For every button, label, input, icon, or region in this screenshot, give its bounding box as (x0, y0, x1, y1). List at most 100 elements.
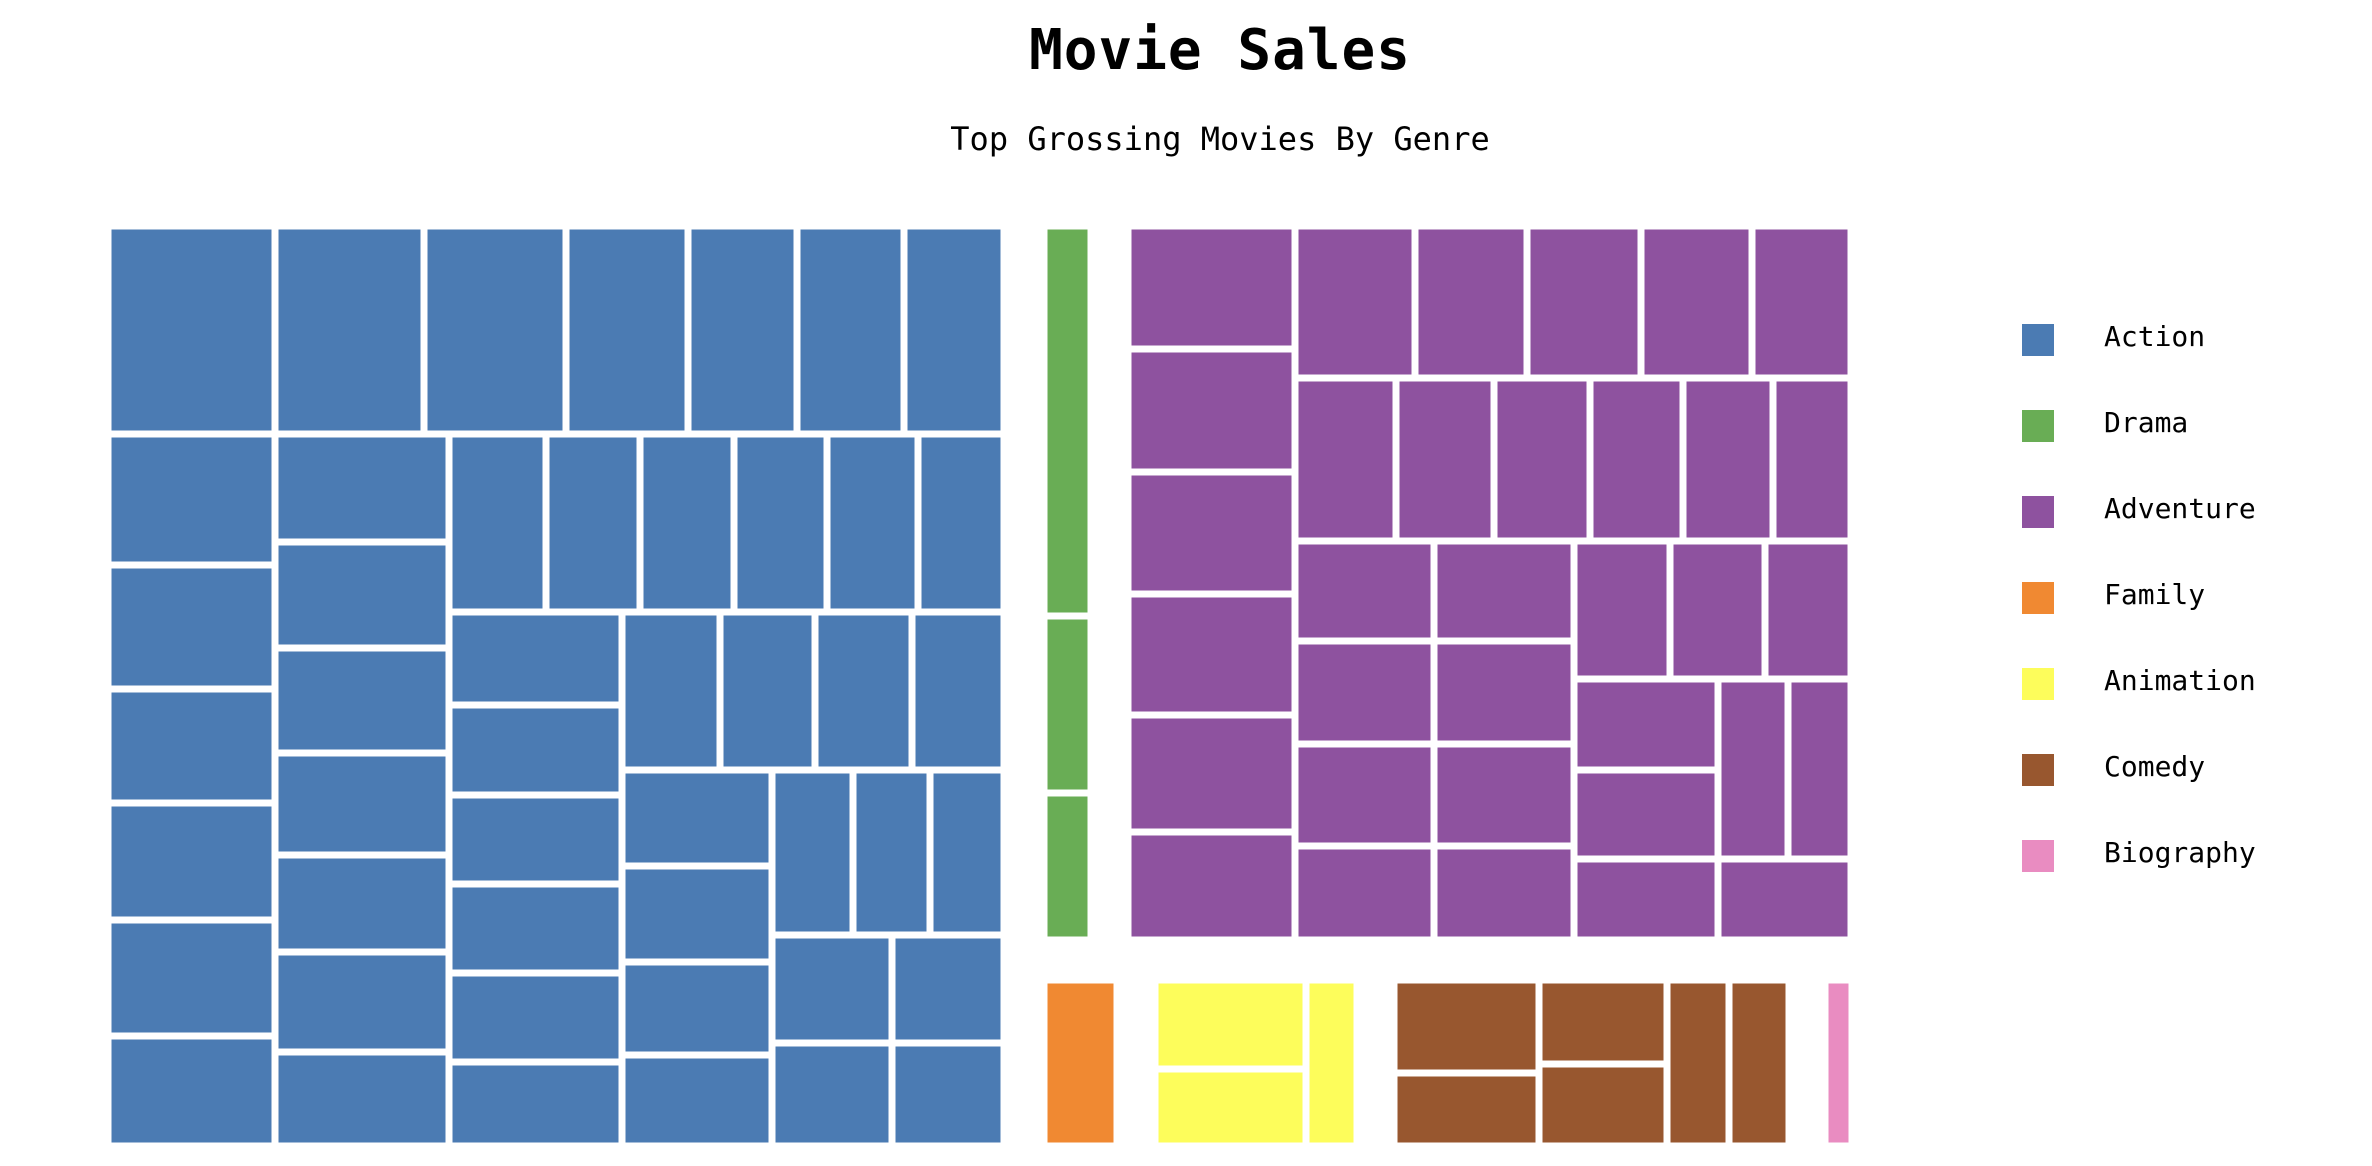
treemap-tile-action (445, 880, 626, 977)
treemap-tile-adventure (1490, 374, 1594, 545)
legend-swatch (2022, 668, 2054, 700)
treemap-tile-action (730, 430, 831, 616)
treemap-tile-action (271, 749, 453, 859)
legend-label: Family (2104, 578, 2206, 611)
treemap-tile-action (888, 1039, 1008, 1150)
treemap-tile-animation (1151, 976, 1310, 1073)
legend-label: Comedy (2104, 750, 2206, 783)
treemap-tile-action (271, 430, 453, 546)
chart-subtitle: Top Grossing Movies By Genre (950, 120, 1490, 158)
treemap-tile-comedy (1663, 976, 1733, 1150)
treemap-tile-adventure (1666, 537, 1769, 683)
treemap-tile-adventure (1714, 855, 1855, 944)
treemap-tile-animation (1151, 1065, 1310, 1150)
treemap-tile-action (445, 1058, 626, 1150)
legend-swatch (2022, 496, 2054, 528)
chart-title: Movie Sales (1029, 18, 1411, 83)
treemap-tile-drama (1040, 222, 1095, 620)
legend-label: Adventure (2104, 492, 2256, 525)
treemap-tile-action (618, 862, 776, 966)
legend-item-drama: Drama (2022, 406, 2322, 442)
treemap-tile-adventure (1124, 828, 1299, 944)
treemap-tile-adventure (1291, 842, 1438, 944)
treemap-tile-adventure (1679, 374, 1777, 545)
treemap-tile-action (768, 931, 896, 1047)
treemap-tile-action (271, 851, 453, 956)
treemap-tile-action (445, 608, 626, 709)
treemap-tile-adventure (1784, 675, 1855, 863)
treemap-tile-action (271, 538, 453, 652)
treemap-tile-action (542, 430, 644, 616)
treemap-tile-adventure (1748, 222, 1855, 382)
treemap-tile-action (445, 430, 550, 616)
treemap-tile-adventure (1761, 537, 1855, 683)
treemap-tile-action (618, 608, 724, 774)
legend-item-animation: Animation (2022, 664, 2322, 700)
legend-label: Biography (2104, 836, 2256, 869)
treemap-tile-adventure (1769, 374, 1855, 545)
treemap-tile-adventure (1570, 537, 1674, 683)
treemap-tile-action (716, 608, 819, 774)
treemap-tile-action (104, 222, 279, 438)
treemap-tile-action (811, 608, 916, 774)
treemap-tile-adventure (1124, 222, 1299, 353)
treemap-tile-action (914, 430, 1008, 616)
treemap-tile-action (684, 222, 801, 438)
treemap-tile-adventure (1586, 374, 1687, 545)
treemap-tile-action (908, 608, 1008, 774)
treemap-tile-action (104, 799, 279, 924)
treemap-tile-adventure (1430, 842, 1578, 944)
treemap-tile-comedy (1535, 1060, 1671, 1150)
treemap-tile-action (636, 430, 738, 616)
treemap-tile-drama (1040, 789, 1095, 944)
treemap-tile-action (104, 561, 279, 693)
treemap-tile-action (420, 222, 570, 438)
treemap-tile-adventure (1430, 637, 1578, 748)
treemap-tile-comedy (1390, 976, 1543, 1077)
treemap-tile-action (562, 222, 692, 438)
treemap-tile-action (445, 791, 626, 888)
legend-label: Animation (2104, 664, 2256, 697)
treemap-tile-action (271, 222, 428, 438)
treemap-tile-action (849, 766, 934, 939)
treemap-tile-family (1040, 976, 1121, 1150)
treemap-tile-action (104, 916, 279, 1040)
treemap-tile-adventure (1523, 222, 1645, 382)
treemap-tile-adventure (1291, 740, 1438, 850)
legend-item-adventure: Adventure (2022, 492, 2322, 528)
treemap-tile-adventure (1291, 222, 1419, 382)
treemap-tile-comedy (1535, 976, 1671, 1068)
treemap-tile-action (768, 766, 857, 939)
treemap-tile-adventure (1570, 766, 1722, 863)
treemap-tile-action (618, 766, 776, 870)
treemap-tile-adventure (1291, 374, 1400, 545)
treemap-tile-action (271, 644, 453, 757)
treemap-tile-action (618, 1051, 776, 1150)
treemap-tile-adventure (1714, 675, 1792, 863)
treemap-tile-adventure (1124, 590, 1299, 719)
treemap-tile-adventure (1124, 468, 1299, 598)
treemap-tile-adventure (1570, 675, 1722, 774)
treemap-tile-comedy (1390, 1069, 1543, 1150)
legend-swatch (2022, 410, 2054, 442)
treemap-tile-action (793, 222, 908, 438)
legend-item-comedy: Comedy (2022, 750, 2322, 786)
treemap-tile-action (618, 958, 776, 1059)
legend-swatch (2022, 324, 2054, 356)
treemap-tile-adventure (1637, 222, 1756, 382)
treemap-tile-action (926, 766, 1008, 939)
treemap-tile-adventure (1291, 537, 1438, 645)
treemap-tile-biography (1821, 976, 1856, 1150)
treemap-tile-action (271, 948, 453, 1056)
legend-item-action: Action (2022, 320, 2322, 356)
treemap-tile-action (104, 1032, 279, 1150)
legend-swatch (2022, 754, 2054, 786)
treemap-tile-action (768, 1039, 896, 1150)
treemap-tile-drama (1040, 612, 1095, 797)
treemap-tile-adventure (1392, 374, 1498, 545)
treemap-tile-action (445, 701, 626, 799)
legend-item-family: Family (2022, 578, 2322, 614)
treemap-tile-comedy (1725, 976, 1793, 1150)
treemap-tile-adventure (1124, 345, 1299, 476)
